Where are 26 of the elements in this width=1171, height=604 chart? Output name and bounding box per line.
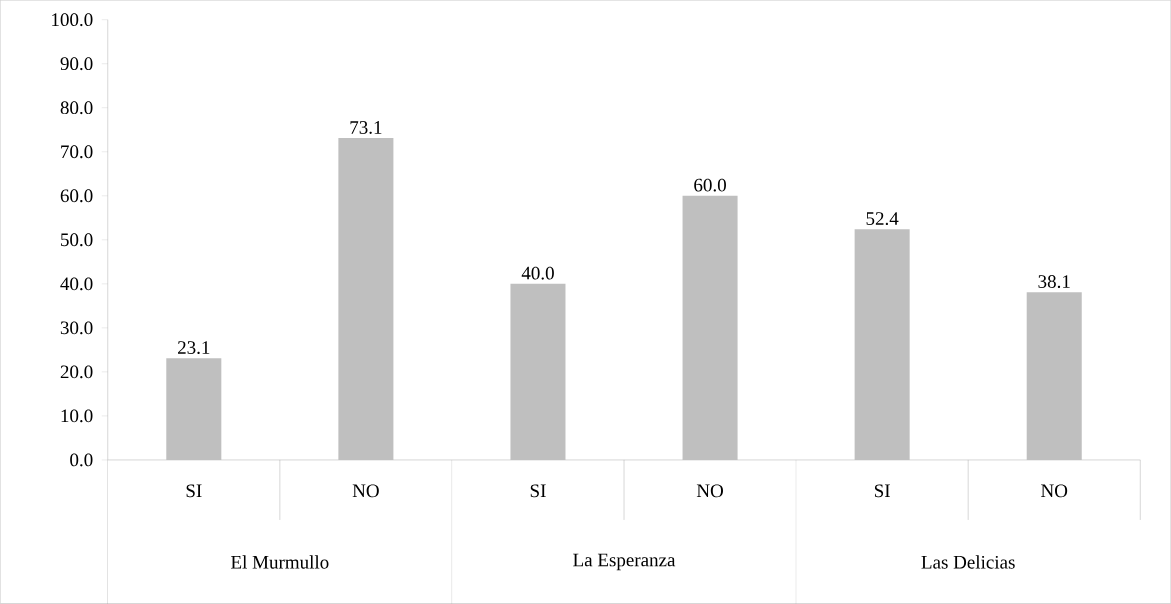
y-tick-label: 30.0	[60, 321, 93, 335]
x-tick-label: NO	[696, 484, 723, 498]
text: La Esperanza	[573, 553, 676, 571]
y-tick-label: 60.0	[60, 189, 93, 203]
y-tick-label: 90.0	[60, 57, 93, 71]
data-label: 60.0	[694, 178, 726, 192]
data-label: 23.1	[178, 341, 210, 354]
x-tick-label: SI	[186, 484, 202, 498]
y-tick-label: 80.0	[60, 101, 93, 115]
data-label: 52.4	[866, 212, 899, 225]
y-tick-label: 40.0	[60, 277, 93, 291]
y-tick-label: 100.0	[52, 13, 93, 27]
text: El Murmullo	[231, 555, 329, 569]
x-tick-label: NO	[352, 484, 379, 498]
y-tick-label: 70.0	[61, 145, 93, 159]
data-label: 38.1	[1038, 274, 1070, 288]
x-tick-label: SI	[530, 484, 546, 498]
x-tick-label: SI	[874, 484, 890, 498]
y-tick-label: 10.0	[61, 409, 93, 423]
text: Las Delicias	[921, 555, 1015, 569]
data-label: 40.0	[521, 266, 554, 280]
y-tick-label: 50.0	[61, 233, 93, 247]
y-tick-label: 20.0	[60, 365, 93, 379]
x-tick-label: NO	[1041, 484, 1068, 498]
y-tick-label: 0.0	[70, 453, 93, 467]
data-label: 73.1	[350, 120, 382, 134]
